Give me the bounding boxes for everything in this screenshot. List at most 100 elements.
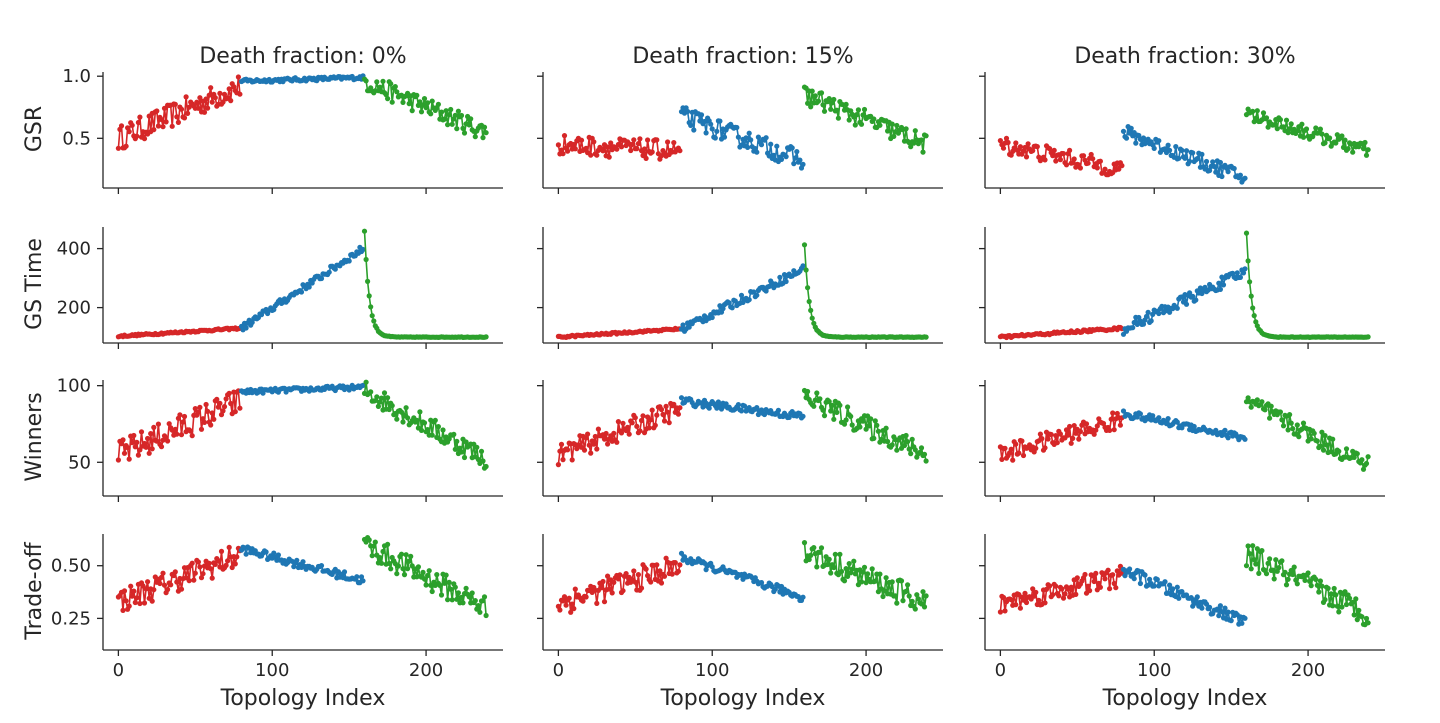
data-point <box>814 564 820 570</box>
data-point <box>905 582 911 588</box>
data-point <box>365 278 371 284</box>
data-point <box>1288 567 1294 574</box>
data-point <box>805 285 811 291</box>
data-point <box>1047 146 1053 152</box>
data-point <box>1143 313 1150 320</box>
data-point <box>1017 605 1024 611</box>
data-point <box>860 418 866 424</box>
data-point <box>1216 280 1222 286</box>
data-point <box>1156 415 1162 421</box>
series-line-0 <box>117 390 241 461</box>
data-point <box>201 419 208 425</box>
data-point <box>423 582 429 588</box>
data-point <box>1207 604 1213 611</box>
data-point <box>1110 410 1116 416</box>
data-point <box>717 118 723 124</box>
data-point <box>883 425 889 431</box>
data-point <box>846 117 852 123</box>
data-point <box>1116 166 1122 172</box>
data-point <box>1042 600 1048 606</box>
data-point <box>1013 602 1019 608</box>
data-point <box>318 275 325 282</box>
data-point <box>555 142 562 148</box>
data-point <box>1156 138 1162 144</box>
data-point <box>832 551 838 557</box>
data-point <box>921 451 928 457</box>
data-point <box>828 408 834 414</box>
data-point <box>300 559 306 565</box>
data-point <box>1277 117 1283 123</box>
data-point <box>1102 166 1108 172</box>
data-point <box>905 439 911 445</box>
data-point <box>777 274 783 280</box>
data-point <box>665 409 671 415</box>
data-point <box>1190 293 1196 299</box>
y-axis-label: Trade-off <box>22 542 47 641</box>
data-point <box>451 431 457 437</box>
data-point <box>1140 321 1147 327</box>
data-point <box>1317 578 1323 584</box>
data-point <box>1287 126 1293 132</box>
data-point <box>1356 607 1362 613</box>
data-point <box>1008 446 1014 452</box>
data-point <box>198 575 205 581</box>
data-point <box>649 149 655 155</box>
data-point <box>231 84 237 90</box>
data-point <box>714 128 720 134</box>
data-point <box>818 545 825 551</box>
data-point <box>578 137 585 143</box>
data-point <box>1063 427 1070 433</box>
data-point <box>849 566 855 572</box>
data-point <box>458 594 465 600</box>
data-point <box>1216 613 1222 619</box>
x-axis-label: Topology Index <box>1102 686 1268 711</box>
data-point <box>680 322 686 328</box>
data-point <box>429 432 435 438</box>
data-point <box>883 575 889 581</box>
data-point <box>877 571 883 577</box>
data-point <box>480 458 486 464</box>
data-point <box>738 292 745 298</box>
data-point <box>212 95 218 101</box>
data-point <box>454 438 460 444</box>
data-point <box>178 586 185 592</box>
data-point <box>783 154 789 160</box>
data-point <box>483 130 489 136</box>
data-point <box>418 427 425 433</box>
data-point <box>1322 597 1328 603</box>
data-point <box>1354 451 1360 457</box>
data-point <box>420 569 426 576</box>
data-point <box>812 93 818 99</box>
data-point <box>1365 334 1371 340</box>
data-point <box>232 561 238 567</box>
data-point <box>791 161 797 167</box>
data-point <box>923 458 929 464</box>
y-axis-label: GS Time <box>22 238 47 330</box>
data-point <box>634 146 640 152</box>
data-point <box>632 415 638 421</box>
data-point <box>1134 321 1140 327</box>
data-point <box>1283 117 1290 123</box>
data-point <box>560 151 566 157</box>
data-point <box>586 442 592 448</box>
data-point <box>271 550 277 556</box>
data-point <box>754 149 760 155</box>
data-point <box>641 146 648 152</box>
data-point <box>1057 157 1063 163</box>
data-point <box>371 543 377 549</box>
data-point <box>768 141 774 147</box>
data-point <box>435 424 441 430</box>
data-point <box>1262 407 1268 413</box>
data-point <box>755 134 762 140</box>
data-point <box>1077 165 1083 171</box>
data-point <box>235 74 241 80</box>
data-point <box>366 537 372 543</box>
data-point <box>129 440 135 446</box>
data-point <box>374 79 380 85</box>
data-point <box>1137 580 1143 587</box>
data-point <box>800 594 806 600</box>
x-tick-label: 200 <box>409 660 443 681</box>
data-point <box>375 403 381 409</box>
data-point <box>417 99 423 105</box>
data-point <box>217 400 223 406</box>
